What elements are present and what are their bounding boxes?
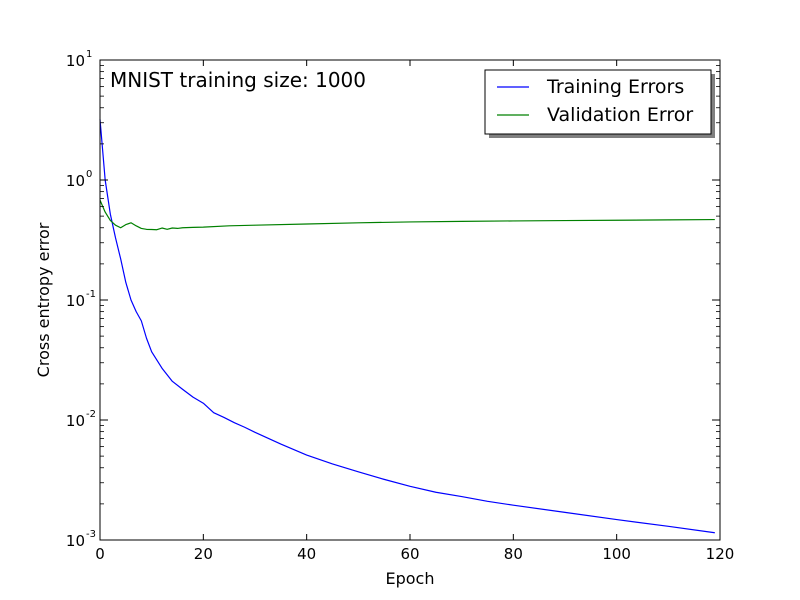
y-tick-label-exponent: -2 bbox=[86, 409, 96, 420]
x-tick-label: 20 bbox=[194, 545, 213, 563]
chart-annotation: MNIST training size: 1000 bbox=[110, 68, 366, 92]
y-tick-label-base: 10 bbox=[66, 172, 85, 190]
series-line-validation-error bbox=[99, 199, 715, 231]
y-tick-label-exponent: -1 bbox=[86, 289, 96, 300]
legend-label-validation: Validation Error bbox=[547, 104, 693, 126]
y-tick-label-exponent: -3 bbox=[86, 529, 96, 540]
x-tick-label: 0 bbox=[95, 545, 105, 563]
y-tick-label-base: 10 bbox=[66, 292, 85, 310]
plot-area bbox=[100, 60, 720, 540]
x-tick-label: 80 bbox=[504, 545, 523, 563]
legend-box bbox=[484, 69, 712, 135]
legend-label-training: Training Errors bbox=[546, 76, 684, 98]
x-tick-label: 120 bbox=[706, 545, 735, 563]
x-axis-label: Epoch bbox=[386, 569, 435, 588]
y-tick-label-base: 10 bbox=[66, 52, 85, 70]
legend: Training Errors Validation Error bbox=[484, 69, 715, 138]
series-line-training-errors bbox=[99, 119, 715, 534]
y-tick-label-base: 10 bbox=[66, 532, 85, 550]
y-tick-label-exponent: 0 bbox=[86, 169, 92, 180]
y-tick-label-exponent: 1 bbox=[86, 49, 92, 60]
series-layer bbox=[99, 119, 715, 534]
x-tick-label: 60 bbox=[400, 545, 419, 563]
x-tick-label: 40 bbox=[297, 545, 316, 563]
x-tick-label: 100 bbox=[602, 545, 631, 563]
y-axis-label: Cross entropy error bbox=[34, 222, 53, 377]
y-tick-label-base: 10 bbox=[66, 412, 85, 430]
